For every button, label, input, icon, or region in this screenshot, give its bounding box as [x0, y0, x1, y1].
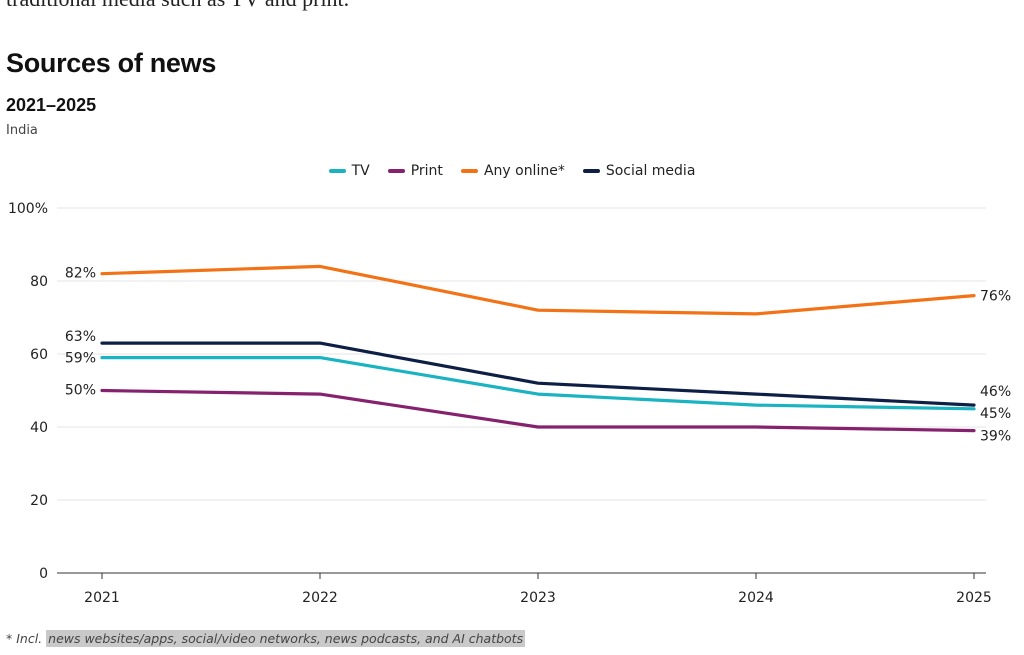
y-tick-label-40: 40 [30, 420, 48, 436]
legend-label-print: Print [410, 163, 443, 179]
y-tick-label-80: 80 [30, 274, 48, 290]
end-label-print: 39% [980, 429, 1011, 445]
end-label-social-media: 46% [980, 384, 1011, 400]
x-tick-label-2023: 2023 [520, 590, 556, 606]
y-tick-label-0: 0 [39, 566, 48, 582]
legend-swatch-print [387, 169, 405, 173]
start-label-print: 50% [65, 383, 96, 399]
legend-label-social-media: Social media [605, 163, 696, 179]
y-tick-label-20: 20 [30, 493, 48, 509]
legend-swatch-tv [328, 169, 346, 173]
x-tick-label-2024: 2024 [738, 590, 774, 606]
chart-title: Sources of news [6, 48, 217, 78]
footnote: * Incl. news websites/apps, social/video… [6, 630, 526, 647]
chart-region: India [6, 123, 38, 138]
footnote-prefix: * Incl. [6, 631, 43, 646]
end-label-tv: 45% [980, 406, 1011, 422]
start-label-any-online: 82% [65, 266, 96, 282]
series-line-print [100, 388, 976, 433]
x-tick-label-2022: 2022 [302, 590, 338, 606]
series-line-any-online [100, 264, 976, 316]
x-tick-label-2021: 2021 [84, 590, 120, 606]
y-tick-label-100: 100% [8, 201, 48, 217]
legend-item-any-online[interactable]: Any online* [460, 163, 565, 179]
series-line-social-media [100, 341, 976, 407]
end-label-any-online: 76% [980, 289, 1011, 305]
legend-item-social-media[interactable]: Social media [582, 163, 696, 179]
legend-label-tv: TV [351, 163, 370, 179]
legend-swatch-any-online [460, 169, 478, 173]
y-tick-label-60: 60 [30, 347, 48, 363]
legend-label-any-online: Any online* [483, 163, 565, 179]
series-line-tv [100, 356, 976, 411]
chart-subtitle: 2021–2025 [6, 95, 97, 115]
legend-item-tv[interactable]: TV [328, 163, 370, 179]
chart-legend: TV Print Any online* Social media [0, 163, 1024, 179]
x-tick-label-2025: 2025 [956, 590, 992, 606]
legend-swatch-social-media [582, 169, 600, 173]
cut-off-intro-text: traditional media such as TV and print. [6, 0, 349, 12]
legend-item-print[interactable]: Print [387, 163, 443, 179]
start-label-tv: 59% [65, 351, 96, 367]
start-label-social-media: 63% [65, 329, 96, 345]
footnote-highlight: news websites/apps, social/video network… [46, 630, 526, 647]
